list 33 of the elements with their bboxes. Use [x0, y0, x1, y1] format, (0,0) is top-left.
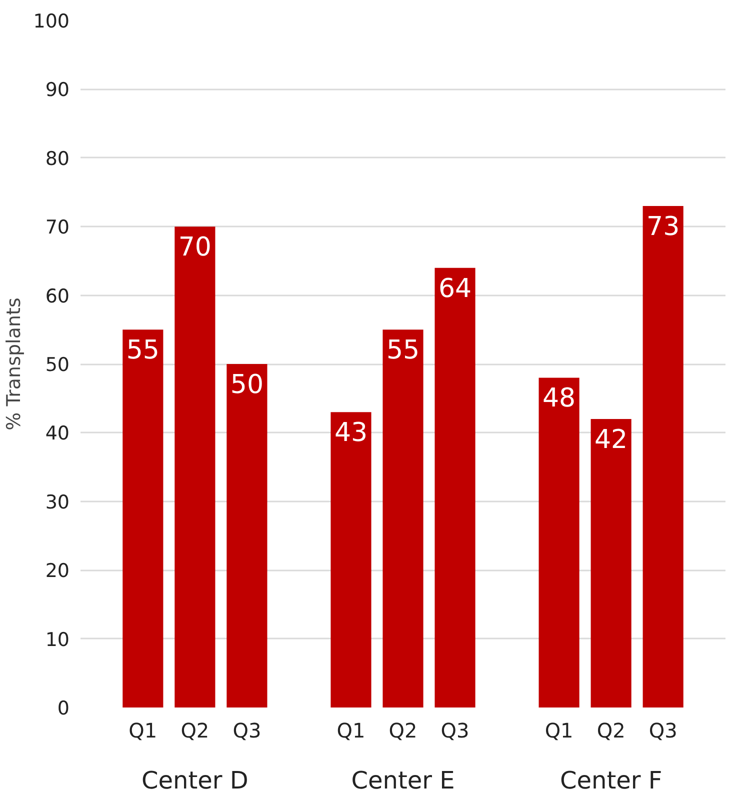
data-label: 55 [126, 336, 160, 366]
y-tick-label: 60 [45, 285, 70, 308]
x-tick-label: Q2 [388, 718, 418, 742]
data-label: 73 [646, 212, 680, 242]
y-tick-label: 10 [45, 628, 70, 651]
y-tick-label: 100 [33, 10, 70, 32]
y-tick-label: 20 [45, 560, 70, 582]
data-label: 64 [438, 274, 472, 304]
data-label: 42 [594, 424, 628, 455]
y-tick-label: 70 [45, 216, 70, 239]
x-tick-label: Q3 [232, 718, 262, 742]
x-tick-label: Q1 [336, 718, 366, 742]
x-tick-label: Q1 [544, 718, 574, 742]
y-tick-label: 40 [45, 422, 70, 445]
data-label: 50 [230, 370, 264, 400]
x-tick-label: Q3 [440, 718, 470, 742]
x-tick-label: Q2 [180, 718, 210, 742]
data-label: 48 [542, 384, 576, 414]
text: Center E [351, 766, 455, 794]
data-label: 43 [334, 418, 368, 448]
y-tick-label: 90 [45, 79, 70, 102]
y-tick-label: 80 [45, 148, 70, 170]
text: Center F [560, 766, 662, 794]
y-tick-label: 0 [57, 698, 70, 720]
x-tick-label: Q3 [648, 718, 678, 742]
data-label: 55 [386, 336, 420, 366]
y-axis-title: % Transplants [3, 298, 26, 430]
x-tick-label: Q1 [128, 718, 158, 742]
y-tick-label: 30 [45, 491, 70, 514]
x-tick-label: Q2 [596, 718, 626, 742]
text: Center D [141, 766, 248, 794]
data-label: 70 [178, 232, 212, 263]
y-tick-label: 50 [45, 354, 70, 376]
